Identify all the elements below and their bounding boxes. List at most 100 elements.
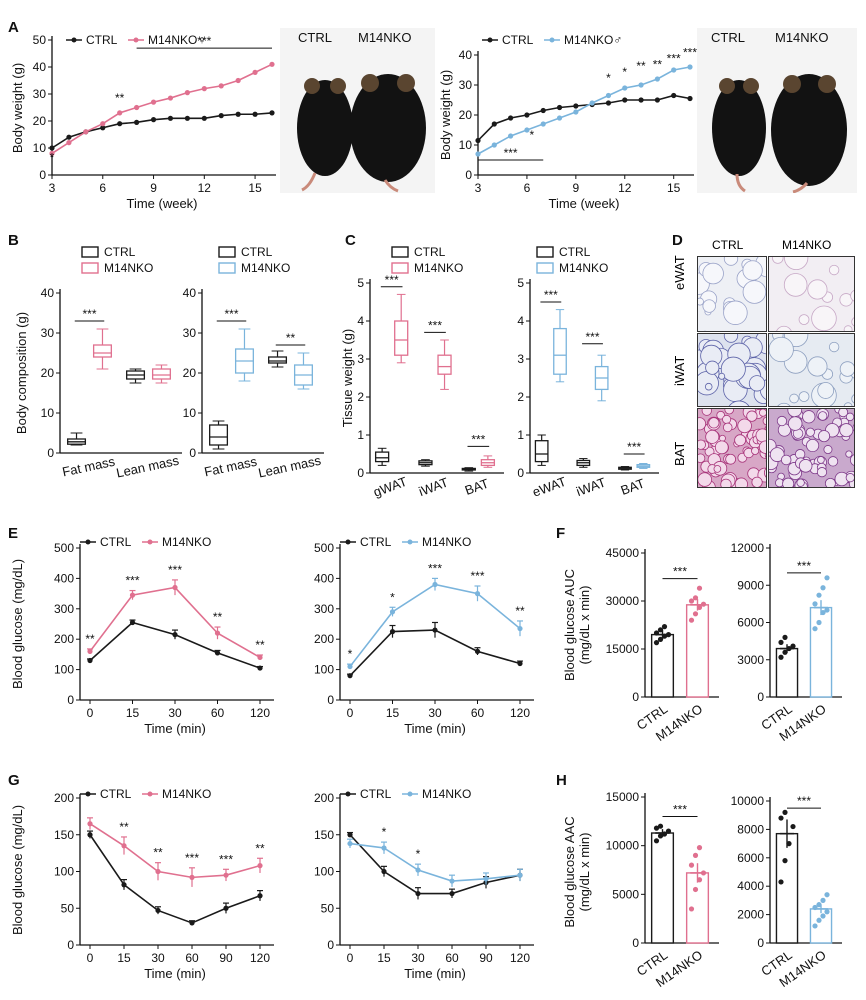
significance-label: ** (255, 841, 265, 855)
data-point (657, 823, 664, 829)
cell (851, 394, 854, 404)
y-tick-label: 30 (33, 87, 47, 101)
y-tick-label: 400 (314, 571, 334, 585)
data-point (653, 630, 660, 636)
data-point-CTRL (150, 117, 157, 123)
data-point (824, 892, 830, 898)
legend-label: CTRL (414, 245, 446, 259)
x-tick-label: 6 (99, 181, 106, 195)
significance-label: ** (636, 59, 646, 73)
data-point-M14NKO (622, 85, 628, 91)
data-point-M14NKO (671, 67, 677, 73)
y-tick-label: 200 (54, 791, 74, 805)
significance-label: *** (797, 559, 811, 573)
panel-label-G: G (8, 772, 20, 789)
data-point-M14NKO (49, 150, 55, 156)
data-point-M14NKO (252, 69, 258, 75)
y-tick-label: 30 (459, 78, 473, 92)
data-point (786, 645, 792, 652)
cell (720, 356, 746, 382)
cell (798, 314, 810, 325)
x-tick-label: 30 (428, 706, 442, 720)
box-CTRL (209, 424, 229, 446)
data-point (824, 607, 830, 613)
cell (776, 325, 792, 331)
x-axis-label: Time (min) (144, 721, 206, 736)
significance-label: * (622, 65, 627, 79)
data-point-CTRL (524, 112, 530, 118)
data-point (692, 595, 699, 601)
tissue-texture (698, 334, 766, 406)
y-tick-label: 0 (39, 168, 46, 182)
legend-label: CTRL (241, 245, 273, 259)
data-point (820, 897, 826, 904)
cell (805, 427, 815, 437)
significance-label: * (606, 71, 611, 85)
legend-label: CTRL (559, 245, 591, 259)
y-tick-label: 0 (67, 938, 74, 952)
y-tick-label: 20 (41, 366, 55, 380)
data-point-CTRL (381, 868, 387, 875)
legend-label: M14NKO♀ (148, 33, 206, 47)
legend-label: CTRL (502, 33, 534, 47)
y-tick-label: 10 (183, 406, 197, 420)
significance-label: * (348, 647, 353, 661)
series-line-CTRL (349, 834, 521, 895)
legend-swatch (81, 262, 99, 274)
y-tick-label: 0 (757, 936, 764, 950)
box-M14NKO (394, 320, 409, 356)
x-tick-label: Fat mass (61, 454, 117, 480)
data-point-M14NKO (121, 843, 127, 849)
legend-label: M14NKO (422, 787, 471, 801)
data-point (790, 823, 796, 830)
legend-label: CTRL (104, 245, 136, 259)
data-point-M14NKO (172, 584, 178, 591)
significance-label: ** (653, 58, 663, 72)
data-point (778, 654, 784, 660)
data-point (816, 592, 822, 598)
data-point-CTRL (605, 100, 612, 106)
cell (758, 409, 766, 417)
cell (762, 416, 766, 426)
data-point (816, 917, 822, 923)
box-M14NKO (151, 368, 171, 380)
y-tick-label: 2 (357, 390, 364, 404)
cell (787, 416, 803, 431)
y-axis-label: Body weight (g) (10, 63, 25, 153)
panel-label-C: C (345, 232, 356, 249)
x-tick-label: gWAT (371, 474, 409, 500)
data-point-M14NKO (269, 61, 275, 67)
cell (698, 472, 712, 487)
x-tick-label: 60 (471, 706, 485, 720)
data-point (692, 852, 699, 859)
x-tick-label: eWAT (530, 474, 568, 500)
data-point-CTRL (87, 657, 93, 664)
cell (780, 454, 792, 466)
cell (723, 257, 739, 266)
legend-marker (147, 539, 153, 545)
significance-label: * (416, 847, 421, 861)
legend-marker (549, 37, 555, 43)
cell (728, 400, 750, 406)
mouse-pair-illustration (712, 74, 847, 193)
data-point (661, 624, 668, 630)
cell (722, 414, 732, 424)
cell (816, 467, 828, 478)
y-tick-label: 30000 (606, 594, 640, 608)
data-point (778, 879, 784, 885)
data-point-M14NKO (474, 591, 481, 597)
legend-label: CTRL (100, 787, 132, 801)
y-tick-label: 1 (517, 428, 524, 442)
x-tick-label: 30 (168, 706, 182, 720)
y-tick-label: 12000 (731, 541, 765, 555)
significance-label: *** (185, 851, 199, 865)
tissue-texture (698, 409, 766, 487)
x-tick-label: Fat mass (203, 454, 259, 480)
data-point (812, 601, 818, 607)
series-line-M14NKO (51, 63, 273, 155)
cell (811, 305, 837, 331)
mouse-photo-female: CTRL M14NKO (280, 28, 435, 193)
legend-label: M14NKO (414, 261, 463, 275)
cell (724, 409, 735, 415)
cell (843, 402, 853, 406)
